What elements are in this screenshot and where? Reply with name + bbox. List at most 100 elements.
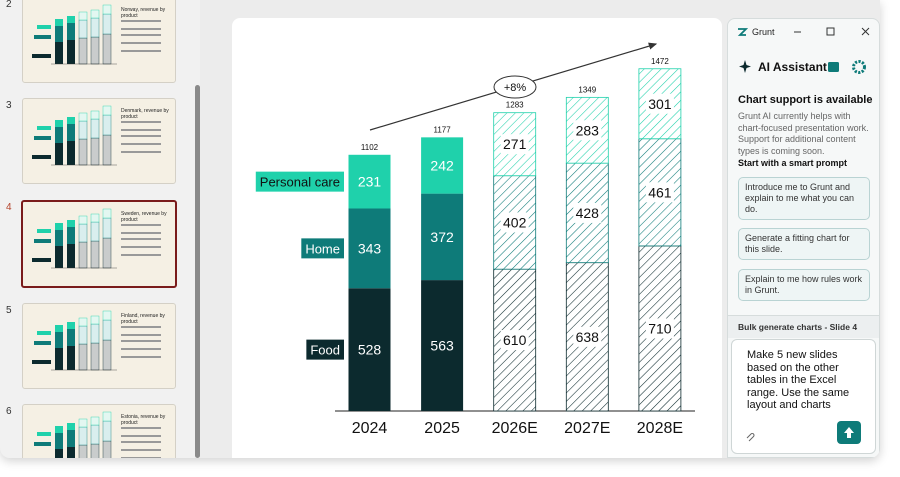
sparkle xyxy=(739,60,751,73)
slide-thumbnail[interactable]: Estonia, revenue by product xyxy=(22,404,176,458)
legend-label: Home xyxy=(305,241,340,256)
thumbnail-title: Denmark, revenue by product xyxy=(121,108,169,120)
thumbnail-bar xyxy=(102,411,112,422)
prompt-button[interactable]: Generate a fitting chart for this slide. xyxy=(738,228,870,260)
description: Grunt AI currently helps with chart-focu… xyxy=(738,111,869,156)
maximize[interactable] xyxy=(826,27,835,36)
thumbnail-text-line xyxy=(121,254,161,256)
thumbnail-text-line xyxy=(121,457,161,458)
x-tick-label: 2024 xyxy=(352,420,388,437)
thumbnail-text-line xyxy=(121,224,161,226)
prompts-title: Start with a smart prompt xyxy=(738,158,848,168)
thumbnail-bar xyxy=(67,227,75,244)
slide-thumbnail[interactable]: Norway, revenue by product xyxy=(22,0,176,83)
panel-title: AI Assistant xyxy=(758,60,827,74)
thumbnail-bar xyxy=(90,118,100,139)
chart: +8% 528 Food 343 Home 231 Personal care 1102 20… xyxy=(255,42,695,437)
thumbnail-text-line xyxy=(121,427,161,429)
thumbnail-bar xyxy=(55,223,63,230)
data-label: 428 xyxy=(576,205,600,221)
thumbnail-bar xyxy=(102,134,112,166)
heading: Chart support is available xyxy=(738,94,873,106)
thumbnail-bar xyxy=(102,114,112,136)
prompt-button[interactable]: Explain to me how rules work in Grunt. xyxy=(738,269,870,301)
composer-text[interactable]: Make 5 new slides based on the other tab… xyxy=(747,349,850,411)
data-label: 231 xyxy=(358,174,382,190)
total-label: 1349 xyxy=(578,85,596,94)
composer[interactable]: Make 5 new slides based on the other tab… xyxy=(731,339,876,454)
legend-box xyxy=(301,238,344,259)
thumbnail-bar xyxy=(102,339,112,371)
thumbnail-text-line xyxy=(121,348,161,350)
bar-segment xyxy=(421,280,464,411)
thumbnail-bar xyxy=(90,315,100,325)
thumbnail-text-line xyxy=(121,129,161,131)
label-bg xyxy=(645,93,674,114)
thumbnail-bar xyxy=(90,443,100,458)
data-label: 638 xyxy=(576,329,600,345)
thumbnail-text-line xyxy=(121,28,161,30)
thumbnail-legend xyxy=(37,126,51,130)
thumbnail-bar xyxy=(78,426,88,446)
bar-segment xyxy=(421,137,464,194)
thumbnail-text-line xyxy=(121,232,161,234)
x-tick-label: 2025 xyxy=(424,420,460,437)
label-bg xyxy=(500,330,529,351)
thumbnail-legend xyxy=(34,35,51,39)
annotation: +8% xyxy=(504,82,527,94)
thumbnail-bar xyxy=(67,16,75,23)
attach-icon[interactable] xyxy=(744,430,756,442)
legend-label: Personal care xyxy=(260,175,340,190)
prompt-button[interactable]: Introduce me to Grunt and explain to me … xyxy=(738,177,870,220)
thumbnail-bar xyxy=(102,4,112,15)
thumbnail-bar xyxy=(78,343,88,371)
settings-icon[interactable] xyxy=(852,60,866,74)
data-label: 710 xyxy=(648,320,672,336)
x-tick-label: 2028E xyxy=(637,420,683,437)
slide-thumbnail[interactable]: Denmark, revenue by product xyxy=(22,98,176,184)
thumbnail-legend xyxy=(34,341,51,345)
scrollbar[interactable] xyxy=(195,85,200,458)
thumbnail-bar xyxy=(78,223,88,243)
thumbnail-text-line xyxy=(121,449,161,451)
thumbnail-bar xyxy=(102,33,112,65)
clip xyxy=(746,433,755,442)
thumbnail-bar xyxy=(90,342,100,371)
thumbnail-chart xyxy=(34,411,112,458)
thumbnail-bar xyxy=(102,217,112,239)
thumbnail-bar xyxy=(78,11,88,21)
thumbnail-bar xyxy=(55,143,63,165)
data-label: 343 xyxy=(358,240,382,256)
thumbnail-bar xyxy=(90,213,100,223)
bar-segment xyxy=(348,154,391,209)
close[interactable] xyxy=(861,27,870,36)
thumbnail-bar xyxy=(67,124,75,141)
thumbnail-text-line xyxy=(121,246,161,248)
label-bg xyxy=(645,318,674,339)
thumbnail-legend xyxy=(37,331,51,335)
label-bg xyxy=(500,134,529,155)
slide-thumbnail[interactable]: Finland, revenue by product xyxy=(22,303,176,389)
thumbnail-bar xyxy=(55,26,63,42)
total-label: 1177 xyxy=(433,125,451,134)
data-label: 271 xyxy=(503,136,527,152)
composer-title: Bulk generate charts - Slide 4 xyxy=(728,315,879,338)
thumbnail-text-line xyxy=(121,42,161,44)
app-window: 2 Norway, revenue by product 3 Denmark, rev… xyxy=(0,0,880,458)
data-label: 528 xyxy=(358,342,382,358)
thumbnail-legend xyxy=(34,136,51,140)
slide-number: 2 xyxy=(6,0,12,10)
thumbnail-bar xyxy=(102,237,112,269)
thumbnail-bar xyxy=(78,215,88,225)
thumbnail-text-line xyxy=(121,143,161,145)
library-icon[interactable] xyxy=(828,62,839,72)
thumbnail-bar xyxy=(55,246,63,268)
thumbnail-bar xyxy=(55,127,63,143)
slide-thumbnail[interactable]: Sweden, revenue by product xyxy=(21,200,177,288)
thumbnail-text-line xyxy=(121,20,161,22)
thumbnail-bar xyxy=(55,42,63,64)
send-button[interactable] xyxy=(837,421,861,444)
thumbnail-title: Sweden, revenue by product xyxy=(121,211,167,223)
thumbnail-text-line xyxy=(121,50,161,52)
thumbnail-bar xyxy=(67,329,75,346)
